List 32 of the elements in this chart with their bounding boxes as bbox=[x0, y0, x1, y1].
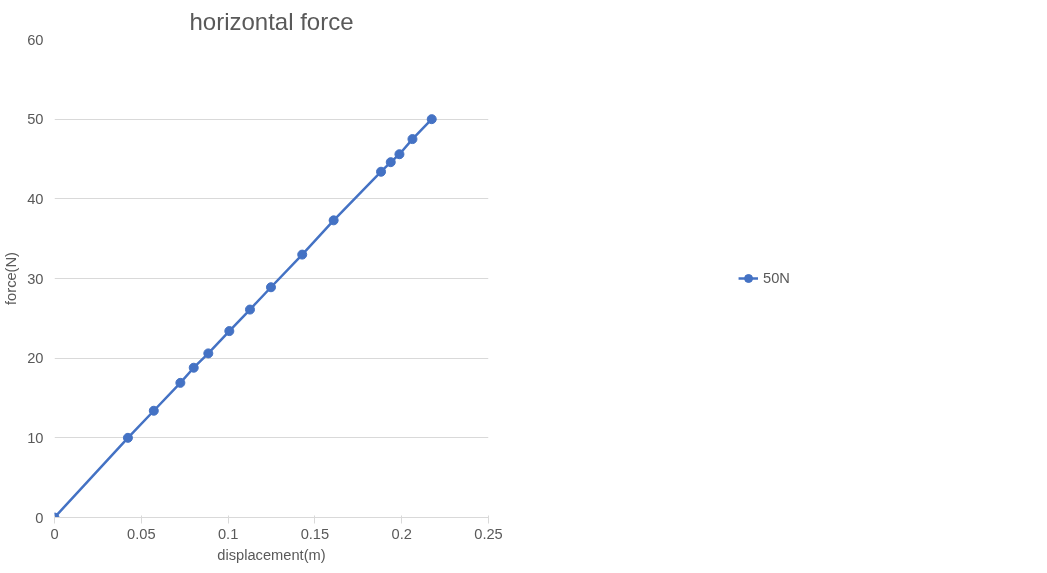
point bbox=[426, 114, 437, 125]
x-axis-title: displacement(m) bbox=[217, 546, 326, 563]
y-tick-label: 20 bbox=[27, 350, 44, 367]
point bbox=[203, 348, 214, 359]
x-tick-label: 0 bbox=[50, 525, 59, 542]
y-tick-label: 50 bbox=[27, 111, 44, 128]
point bbox=[328, 215, 339, 226]
point bbox=[407, 134, 418, 145]
x-tick-label: 0.05 bbox=[127, 525, 156, 542]
point bbox=[224, 326, 235, 337]
point bbox=[188, 362, 199, 373]
x-tick-label: 0.1 bbox=[217, 525, 239, 542]
point bbox=[148, 405, 159, 416]
point bbox=[244, 304, 255, 315]
y-tick-label: 10 bbox=[27, 429, 44, 446]
point bbox=[122, 432, 133, 443]
point bbox=[175, 377, 186, 388]
y-axis-title: force(N) bbox=[3, 252, 20, 305]
chart-title: horizontal force bbox=[189, 7, 354, 35]
y-tick-label: 30 bbox=[27, 270, 44, 287]
point bbox=[265, 282, 276, 293]
legend-label: 50N bbox=[763, 270, 790, 286]
point bbox=[394, 149, 405, 160]
y-tick-label: 60 bbox=[27, 31, 44, 48]
x-tick-label: 0.25 bbox=[474, 525, 503, 542]
point bbox=[297, 249, 308, 260]
y-tick-label: 0 bbox=[35, 509, 44, 526]
point bbox=[376, 166, 387, 177]
point bbox=[385, 157, 396, 168]
x-tick-label: 0.15 bbox=[300, 525, 330, 542]
y-tick-label: 40 bbox=[27, 190, 44, 207]
x-tick-label: 0.2 bbox=[391, 525, 412, 542]
